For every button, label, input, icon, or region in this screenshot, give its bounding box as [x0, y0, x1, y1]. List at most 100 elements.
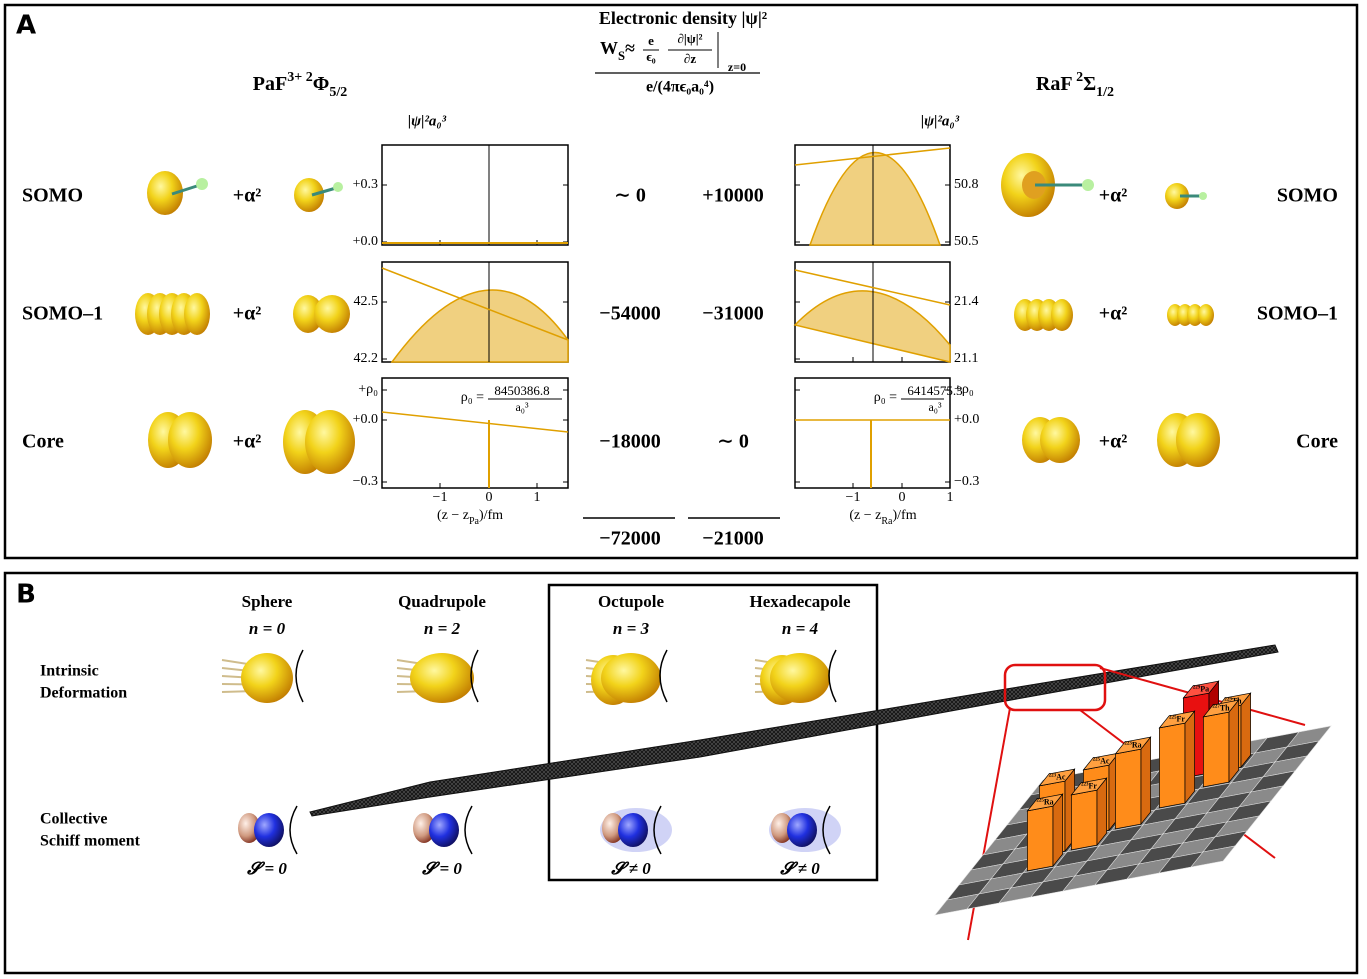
- row-label: SOMO: [22, 185, 83, 207]
- panel-label: B: [16, 580, 36, 610]
- formula-lhs: WS≈: [600, 38, 635, 63]
- y-tick-label: +0.0: [353, 412, 378, 427]
- text-part: W: [600, 38, 618, 58]
- formula-denominator: e/(4πϵ₀a₀⁴): [646, 79, 714, 96]
- schiff-value: 𝓢 = 0: [246, 859, 287, 878]
- plot-frame: [382, 145, 568, 245]
- column-title: Octupole: [598, 592, 665, 611]
- value: ∼ 0: [614, 185, 646, 207]
- nucleus: [241, 653, 293, 703]
- text-part: Pa: [469, 516, 480, 527]
- row-label: SOMO–1: [1257, 303, 1338, 325]
- column-title: Sphere: [242, 592, 293, 611]
- orbital-lobe: [1051, 299, 1073, 331]
- orbital-lobe: [1040, 417, 1080, 463]
- column-n: n = 2: [424, 619, 461, 638]
- y-tick-label: +0.0: [353, 234, 378, 249]
- y-tick-label: 21.4: [954, 294, 979, 309]
- x-axis-label: (z − zRa)/fm: [849, 508, 916, 527]
- text-part: 2: [302, 70, 313, 85]
- value: −54000: [599, 303, 660, 325]
- nuclide-bar-side: [1141, 737, 1151, 824]
- column-n: n = 3: [613, 619, 650, 638]
- text-part: 1/2: [1096, 85, 1114, 100]
- atom: [196, 178, 208, 190]
- x-tick-label: 1: [947, 490, 954, 505]
- schiff-value: 𝓢 ≠ 0: [610, 859, 651, 878]
- schiff-charge: [254, 813, 284, 847]
- text-part: Th: [1220, 703, 1230, 712]
- value: ∼ 0: [717, 431, 749, 453]
- y-axis-label: |ψ|²a₀³: [408, 113, 447, 129]
- orbital-lobe: [1198, 304, 1214, 326]
- nuclide-bar-side: [1053, 794, 1063, 866]
- annotation: 8450386.8: [494, 383, 549, 398]
- schiff-charge: [618, 813, 648, 847]
- formula-part: ϵ₀: [646, 49, 655, 64]
- y-tick-label: 42.5: [354, 294, 379, 309]
- x-tick-label: 0: [486, 490, 493, 505]
- text-part: PaF: [253, 73, 287, 95]
- atom: [1082, 179, 1094, 191]
- panel-label: A: [16, 11, 36, 41]
- nuclide-bar-front: [1203, 712, 1229, 787]
- text-part: Ra: [1044, 797, 1054, 806]
- text-part: Fr: [1089, 781, 1098, 790]
- nucleus: [770, 653, 830, 703]
- text-part: )/fm: [479, 508, 503, 523]
- y-tick-label: +0.3: [353, 177, 378, 192]
- nuclide-bar-front: [1027, 806, 1053, 871]
- x-axis-label: (z − zPa)/fm: [437, 508, 503, 527]
- text-part: Ra: [881, 516, 893, 527]
- rotation-arrow: [660, 650, 667, 702]
- text-part: S: [618, 49, 625, 63]
- nuclide-bar-side: [1229, 700, 1239, 782]
- alpha-term: +α²: [233, 185, 262, 207]
- text-part: Σ: [1083, 73, 1096, 95]
- nuclide-bar-front: [1159, 723, 1185, 808]
- text-part: Φ: [313, 73, 330, 95]
- schiff-charge: [429, 813, 459, 847]
- rotation-arrow: [296, 650, 303, 702]
- annotation: a₀³: [515, 400, 529, 414]
- y-tick-label: +0.0: [954, 412, 979, 427]
- row-label: Deformation: [40, 685, 127, 702]
- orbital-lobe: [184, 293, 210, 335]
- rotation-arrow: [465, 806, 472, 854]
- value: −31000: [702, 303, 763, 325]
- row-label: Collective: [40, 811, 108, 828]
- density-fill: [810, 153, 940, 246]
- orbital-lobe: [314, 295, 350, 333]
- orbital-lobe: [305, 410, 355, 474]
- formula-part: z=0: [728, 60, 746, 74]
- orbital-lobe: [1176, 413, 1220, 467]
- row-label: Core: [1296, 431, 1338, 453]
- value: +10000: [702, 185, 763, 207]
- nuclide-bar-side: [1185, 711, 1195, 803]
- y-tick-label: −0.3: [353, 474, 378, 489]
- formula-part: ∂z: [684, 51, 696, 66]
- text-part: (z − z: [437, 508, 469, 523]
- left-header: PaF3+ 2Φ5/2: [253, 70, 347, 100]
- y-axis-label: |ψ|²a₀³: [921, 113, 960, 129]
- tangent: [382, 412, 568, 432]
- alpha-term: +α²: [1099, 185, 1128, 207]
- schiff-charge: [787, 813, 817, 847]
- text-part: RaF: [1036, 73, 1073, 95]
- panel-title: Electronic density |ψ|²: [599, 8, 767, 28]
- y-tick-label: 50.8: [954, 177, 979, 192]
- row-label: Intrinsic: [40, 663, 99, 680]
- text-part: 5/2: [329, 85, 347, 100]
- density-fill: [392, 290, 568, 362]
- column-n: n = 0: [249, 619, 286, 638]
- column-title: Hexadecapole: [749, 592, 850, 611]
- column-n: n = 4: [782, 619, 818, 638]
- text-part: Ac: [1056, 772, 1066, 781]
- right-header: RaF 2Σ1/2: [1036, 70, 1114, 100]
- schiff-value: 𝓢 = 0: [421, 859, 462, 878]
- alpha-term: +α²: [1099, 431, 1128, 453]
- nuclide-bar-front: [1071, 790, 1097, 850]
- text-part: (z − z: [849, 508, 881, 523]
- x-tick-label: 0: [899, 490, 906, 505]
- text-part: Fr: [1177, 714, 1186, 723]
